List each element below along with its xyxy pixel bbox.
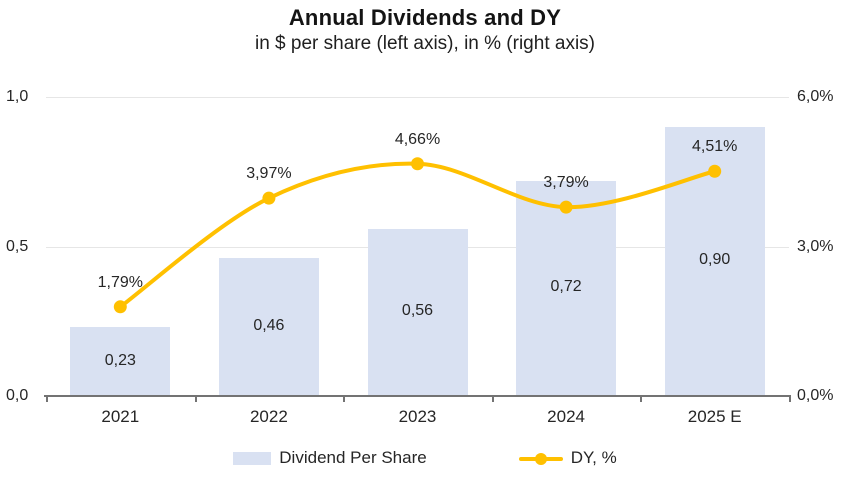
dy-line-series [113,157,722,314]
chart-title: Annual Dividends and DY [288,5,562,30]
dy-value-label: 1,79% [97,273,143,291]
right-axis-tick-label: 3,0% [797,237,834,255]
dy-value-label: 3,97% [246,165,292,183]
bar-2023 [367,228,468,396]
chart-subtitle: in $ per share (left axis), in % (right … [254,33,595,54]
legend: Dividend Per Share DY, % [0,448,850,468]
bar-2024 [516,180,617,396]
line-swatch-icon [518,452,563,465]
dy-point-2022 [262,191,276,205]
x-axis-tick [343,395,346,402]
x-axis-tick [640,395,643,402]
dy-value-label: 3,79% [543,174,589,192]
left-axis-tick-label: 0,5 [6,237,29,255]
bar-value-label: 0,90 [699,251,731,269]
dy-value-label: 4,66% [394,130,441,148]
gridline [46,97,789,98]
category-label-2023: 2023 [398,407,437,426]
left-axis-tick-label: 1,0 [6,88,29,105]
category-label-2021: 2021 [101,407,140,426]
x-axis-line [44,395,791,397]
category-label-2022: 2022 [249,407,288,426]
bar-value-label: 0,56 [401,302,434,320]
legend-item-dividend-per-share: Dividend Per Share [233,448,427,468]
bar-swatch-icon [233,451,272,465]
x-axis-tick [491,395,494,402]
bar-value-label: 0,46 [253,317,285,335]
bar-2022 [218,258,319,396]
bar-2021 [70,327,171,396]
left-axis-tick-label: 0,0 [6,387,29,404]
category-label-2024: 2024 [547,407,585,426]
x-axis-tick [789,395,791,402]
dy-point-2024 [559,200,573,214]
legend-label-dividend: Dividend Per Share [279,448,427,467]
bar-value-label: 0,23 [104,351,136,369]
x-axis-tick [46,395,48,402]
legend-label-dy: DY, % [570,448,617,467]
dy-point-2025 E [708,164,722,178]
dy-point-2023 [411,157,424,171]
right-axis-tick-label: 6,0% [797,88,834,105]
legend-item-dy: DY, % [518,448,617,468]
right-axis-tick-label: 0,0% [797,387,834,404]
dy-point-2021 [113,300,127,314]
x-axis-tick [194,395,197,402]
plot-area: 0,23 0,46 0,56 0,72 0,90 1,79% 3,97% 4,66% 3,79%… [46,97,789,396]
dy-value-label: 4,51% [692,138,738,156]
category-label-2025-E: 2025 E [687,407,742,426]
bar-value-label: 0,72 [550,278,582,296]
